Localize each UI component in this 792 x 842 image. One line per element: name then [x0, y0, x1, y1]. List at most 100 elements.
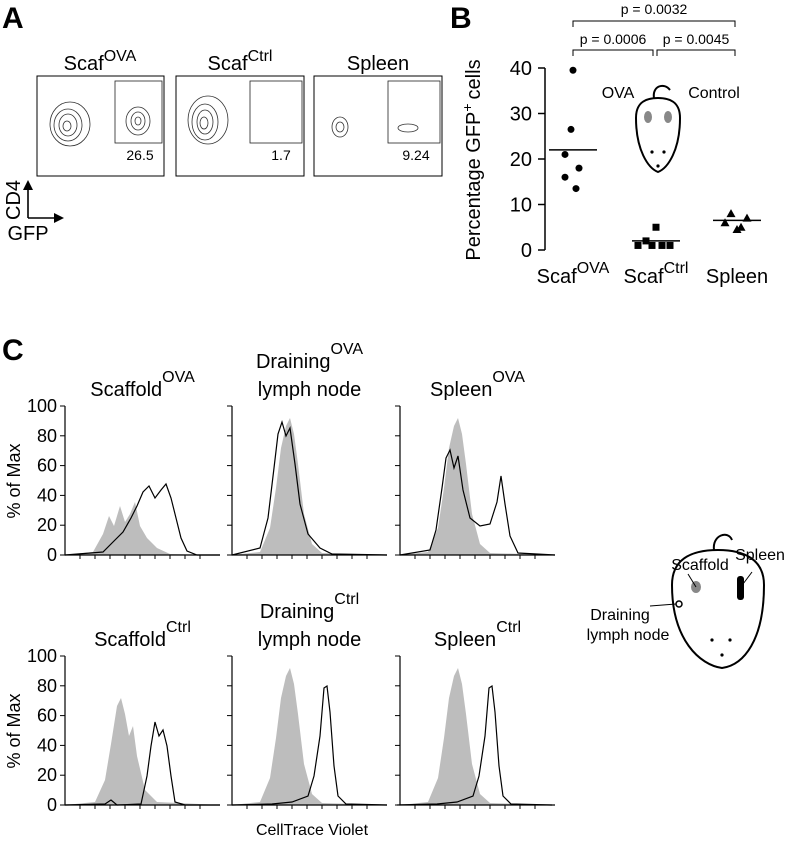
diagram-label: Draining	[590, 607, 650, 624]
point	[666, 241, 674, 249]
point	[572, 185, 580, 193]
y-tick-label: 80	[37, 426, 57, 446]
gate-value: 1.7	[271, 147, 291, 163]
y-axis-label: % of Max	[4, 693, 24, 768]
title-sup: Ctrl	[248, 48, 273, 65]
plot-title: DrainingOVA	[256, 341, 363, 373]
mouse-diagram	[634, 84, 682, 174]
y-tick-label: 100	[27, 646, 57, 666]
x-tick-label: Spleen	[706, 266, 768, 288]
gate-value: 9.24	[402, 147, 429, 163]
x-tick-label: ScafOVA	[537, 260, 610, 288]
title: Scaf	[208, 53, 248, 75]
point	[742, 213, 752, 222]
plot-title: ScafOVA	[64, 48, 137, 75]
y-tick-label: 60	[37, 456, 57, 476]
diagram-label: Spleen	[735, 547, 785, 564]
y-axis-label: CD4	[3, 180, 25, 220]
y-label-end: cells	[463, 59, 485, 99]
point	[561, 173, 569, 181]
plot-title: Spleen	[347, 53, 409, 75]
title: Scaf	[64, 53, 104, 75]
x-axis-label: GFP	[7, 223, 48, 245]
axes	[399, 406, 555, 556]
y-axis-label: Percentage GFP+ cells	[459, 59, 485, 260]
title-sup: Ctrl	[496, 619, 521, 636]
point	[575, 164, 583, 172]
p-value: p = 0.0045	[663, 31, 730, 47]
title-sup: OVA	[492, 369, 525, 386]
title-sup: OVA	[330, 341, 363, 358]
category-sup: OVA	[577, 260, 610, 277]
y-tick-label: 40	[37, 735, 57, 755]
diagram-label: Scaffold	[671, 557, 729, 574]
flow-plot	[36, 75, 165, 177]
plot-title: lymph node	[258, 629, 361, 651]
plot-title: SpleenCtrl	[434, 619, 521, 651]
x-axis-label: CellTrace Violet	[256, 822, 369, 839]
point	[732, 225, 742, 234]
inset-label: OVA	[602, 85, 635, 102]
title: Spleen	[434, 629, 496, 651]
y-tick-label: 0	[47, 545, 57, 565]
point	[648, 241, 656, 249]
plot-title: SpleenOVA	[430, 369, 525, 401]
point	[658, 241, 666, 249]
point	[567, 125, 575, 133]
point	[726, 209, 736, 218]
title: Draining	[256, 351, 330, 373]
significance-brackets	[572, 20, 736, 56]
inset-label: Control	[688, 85, 740, 102]
flow-plot	[175, 75, 305, 177]
y-tick-label: 30	[510, 104, 532, 126]
category: Spleen	[706, 266, 768, 288]
y-tick-label: 0	[521, 240, 532, 262]
title: Spleen	[430, 379, 492, 401]
body-diagram	[649, 533, 766, 670]
y-axis-label: % of Max	[4, 443, 24, 518]
title: lymph node	[258, 379, 361, 401]
plot-title: DrainingCtrl	[260, 591, 359, 623]
gate-value: 26.5	[126, 147, 153, 163]
panel-label: A	[2, 2, 24, 35]
category: Scaf	[537, 266, 577, 288]
point	[569, 66, 577, 74]
p-value: p = 0.0032	[621, 1, 688, 17]
title-sup: Ctrl	[334, 591, 359, 608]
title-sup: OVA	[162, 369, 195, 386]
y-tick-label: 80	[37, 676, 57, 696]
title-sup: OVA	[104, 48, 137, 65]
point	[561, 150, 569, 158]
y-tick-label: 40	[510, 58, 532, 80]
axes	[231, 406, 387, 556]
title-sup: Ctrl	[166, 619, 191, 636]
plot-title: lymph node	[258, 379, 361, 401]
y-tick-label: 60	[37, 706, 57, 726]
title: lymph node	[258, 629, 361, 651]
category: Scaf	[624, 266, 664, 288]
x-tick-label: ScafCtrl	[624, 260, 689, 288]
y-tick-label: 100	[27, 396, 57, 416]
panel-label: B	[450, 2, 472, 35]
y-tick-label: 10	[510, 195, 532, 217]
plot-title: ScaffoldCtrl	[94, 619, 191, 651]
y-tick-label: 40	[37, 485, 57, 505]
plot-title: ScaffoldOVA	[90, 369, 195, 401]
plot-title: ScafCtrl	[208, 48, 273, 75]
point	[720, 218, 730, 227]
panel-label: C	[2, 334, 24, 367]
diagram-label: lymph node	[587, 627, 670, 644]
y-tick-label: 0	[47, 795, 57, 815]
title: Draining	[260, 601, 334, 623]
title: Scaffold	[90, 379, 162, 401]
y-tick-label: 20	[510, 149, 532, 171]
y-tick-label: 20	[37, 515, 57, 535]
y-label: Percentage GFP	[463, 112, 485, 261]
point	[634, 241, 642, 249]
axis-arrows	[23, 180, 64, 223]
category-sup: Ctrl	[664, 260, 689, 277]
y-label-sup: +	[459, 103, 475, 111]
p-value: p = 0.0006	[580, 31, 647, 47]
y-tick-label: 20	[37, 765, 57, 785]
